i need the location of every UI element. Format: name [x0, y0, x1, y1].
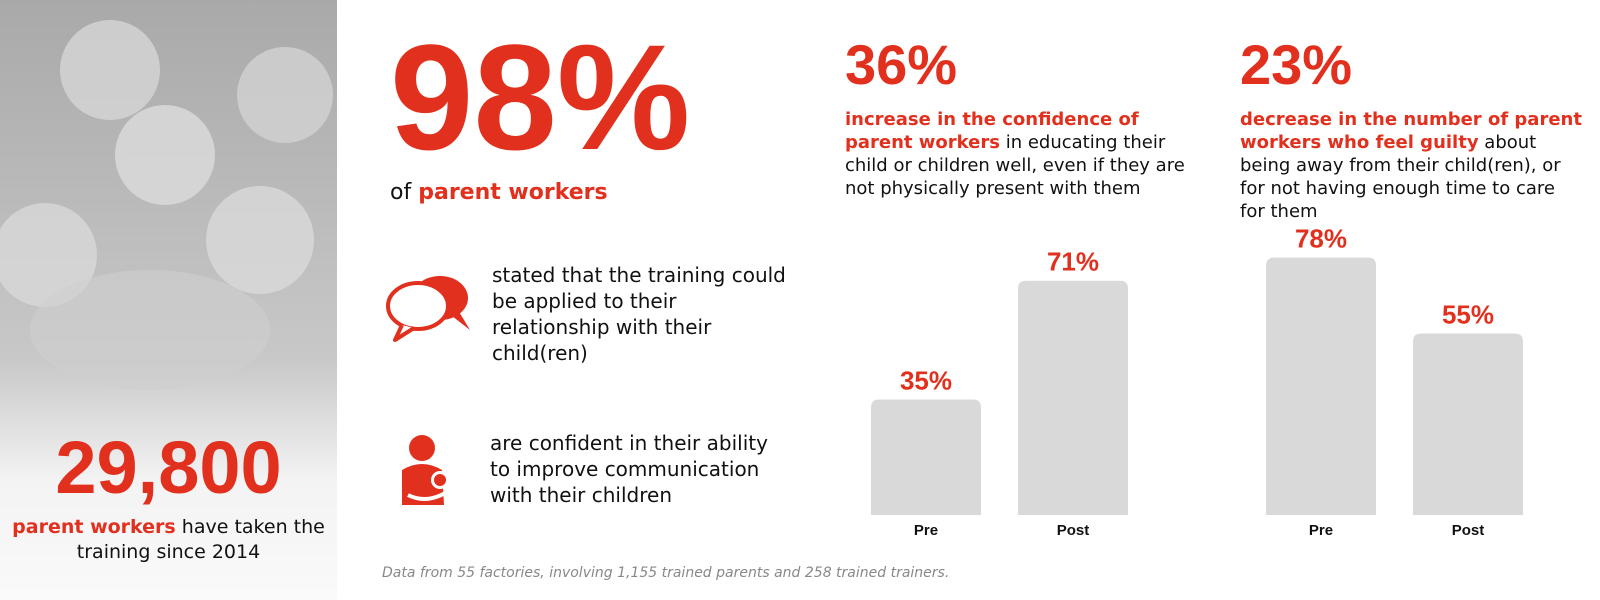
x-tick-label: Pre: [1309, 522, 1333, 539]
stat-highlight: increase in the confidence of parent wor…: [845, 109, 1139, 153]
photo: [0, 0, 337, 600]
x-tick-label: Post: [1057, 522, 1090, 539]
bar: [871, 399, 981, 515]
trained-count: 29,800: [55, 426, 282, 509]
stat-rest: in educating their child or children wel…: [845, 132, 1185, 199]
stat-rest: about being away from their child(ren), …: [1240, 132, 1561, 222]
stat-number: 36%: [845, 33, 958, 96]
stat-text: increase in the confidence of parent wor…: [845, 108, 1190, 200]
trained-caption: parent workers have taken the training s…: [0, 515, 337, 565]
item-text: stated that the training could be applie…: [492, 263, 786, 365]
caption-text: have taken the training since 2014: [76, 516, 325, 563]
caption-highlight: parent workers: [12, 516, 176, 538]
bar: [1413, 333, 1523, 515]
headline-number: 98%: [390, 13, 691, 181]
value-label: 78%: [1295, 224, 1347, 254]
x-tick-label: Post: [1452, 522, 1485, 539]
speech-icon: [386, 276, 470, 342]
stat-highlight: decrease in the number of parent workers…: [1240, 109, 1582, 153]
value-label: 71%: [1047, 247, 1099, 277]
value-label: 35%: [900, 366, 952, 396]
x-tick-label: Pre: [914, 522, 938, 539]
bar: [1018, 280, 1128, 515]
headline-caption: of parent workers: [390, 180, 608, 205]
headline-prefix: of: [390, 180, 412, 205]
stat-number: 23%: [1240, 33, 1353, 96]
bar: [1266, 257, 1376, 515]
value-label: 55%: [1442, 300, 1494, 330]
parent-icon: [402, 435, 452, 505]
headline-highlight: parent workers: [418, 180, 608, 205]
stat-text: decrease in the number of parent workers…: [1240, 108, 1585, 223]
footnote: Data from 55 factories, involving 1,155 …: [382, 565, 950, 581]
item-text: are confident in their ability to improv…: [490, 431, 768, 507]
